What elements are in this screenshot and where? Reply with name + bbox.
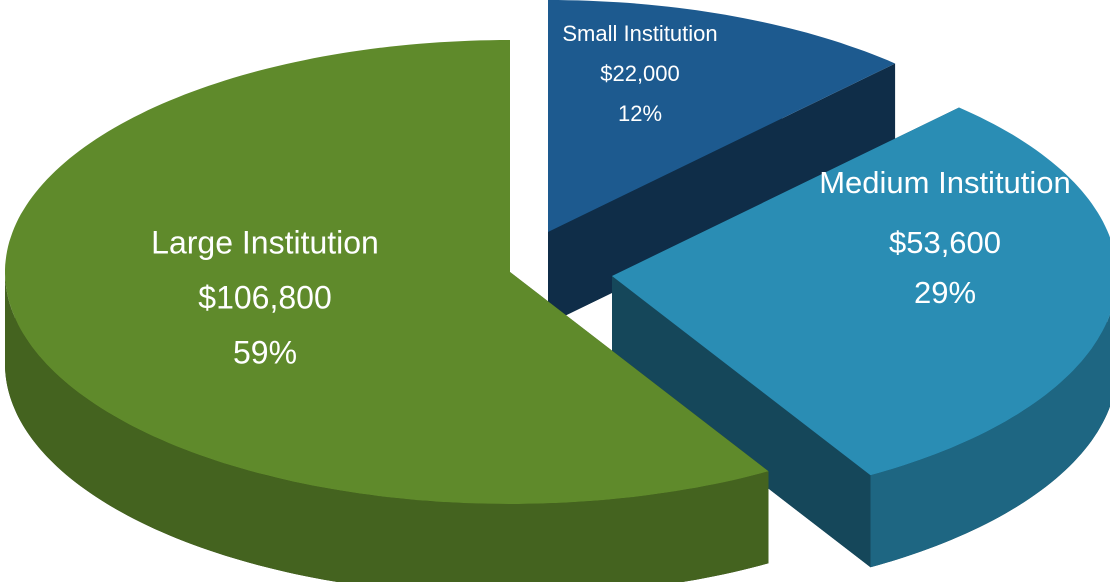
percentage-label: 12%: [618, 101, 662, 126]
percentage-label: 29%: [914, 275, 976, 310]
slice: [612, 107, 1110, 476]
slice: [5, 40, 769, 504]
value-label: $22,000: [600, 61, 680, 86]
category-label: Small Institution: [562, 21, 717, 46]
value-label: $53,600: [889, 225, 1001, 260]
slice-cut-face: [548, 63, 896, 324]
slice-cut-face: [612, 276, 871, 568]
slice-side: [5, 272, 769, 582]
value-label: $106,800: [198, 279, 331, 315]
category-label: Medium Institution: [819, 165, 1071, 200]
category-label: Large Institution: [151, 224, 379, 260]
percentage-label: 59%: [233, 334, 297, 370]
slice-side: [870, 314, 1110, 568]
slice: [548, 0, 896, 232]
